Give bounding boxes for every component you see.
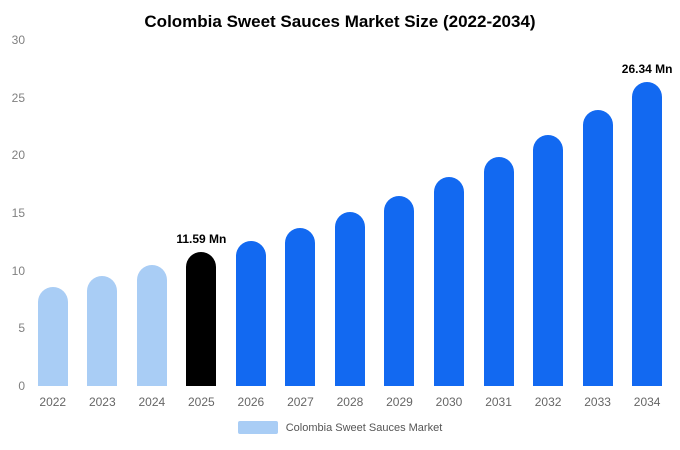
bar-2027 <box>285 228 316 386</box>
bar-zone <box>334 40 365 386</box>
bar-2022 <box>37 286 68 386</box>
legend: Colombia Sweet Sauces Market <box>0 421 680 434</box>
x-tick-label-2026: 2026 <box>237 395 265 409</box>
bar-2026 <box>235 240 266 386</box>
x-tick-label-2028: 2028 <box>336 395 364 409</box>
bar-2023 <box>87 276 118 386</box>
y-tick-label: 20 <box>11 148 25 163</box>
bar-zone <box>483 40 514 386</box>
x-tick-label-2032: 2032 <box>534 395 562 409</box>
legend-swatch <box>237 421 278 434</box>
y-tick-label: 5 <box>18 321 25 336</box>
y-axis: 0 5 10 15 20 25 30 <box>4 33 28 393</box>
bar-column: 11.59 Mn 2025 <box>176 40 226 409</box>
bar-zone <box>285 40 316 386</box>
bar-column: 2032 <box>523 40 573 409</box>
bar-2032 <box>533 134 564 386</box>
bar-zone <box>87 40 118 386</box>
chart-title: Colombia Sweet Sauces Market Size (2022-… <box>144 12 536 31</box>
bar-column: 2031 <box>474 40 524 409</box>
bar-zone <box>384 40 415 386</box>
value-label-2025: 11.59 Mn <box>176 232 227 247</box>
y-tick-label: 10 <box>11 263 25 278</box>
plot-wrapper: 0 5 10 15 20 25 30 2022 2023 2024 11.59 Mn 2025 202… <box>0 33 680 409</box>
bar-2025 <box>186 252 217 386</box>
y-tick-label: 30 <box>11 33 25 47</box>
x-tick-label-2024: 2024 <box>138 395 166 409</box>
bar-column: 2030 <box>424 40 474 409</box>
bar-column: 2028 <box>325 40 375 409</box>
y-tick-label: 0 <box>18 379 25 393</box>
x-tick-label-2033: 2033 <box>584 395 611 409</box>
bar-column: 2024 <box>127 40 177 409</box>
bar-column: 2033 <box>573 40 623 409</box>
bar-column: 2026 <box>226 40 276 409</box>
bar-zone <box>235 40 266 386</box>
bar-zone <box>37 40 68 386</box>
x-tick-label-2022: 2022 <box>39 395 67 409</box>
bar-2024 <box>136 264 167 386</box>
value-label-2034: 26.34 Mn <box>621 62 673 77</box>
bar-column: 2023 <box>78 40 128 409</box>
bar-zone <box>582 40 613 386</box>
legend-label: Colombia Sweet Sauces Market <box>285 421 443 434</box>
bar-2033 <box>582 110 613 386</box>
bar-2028 <box>334 211 365 386</box>
x-tick-label-2034: 2034 <box>633 395 661 409</box>
x-tick-label-2030: 2030 <box>435 395 463 409</box>
x-tick-label-2031: 2031 <box>485 395 512 409</box>
bar-column: 26.34 Mn 2034 <box>622 40 673 409</box>
x-tick-label-2025: 2025 <box>188 395 215 409</box>
x-tick-label-2023: 2023 <box>88 395 116 409</box>
x-tick-label-2029: 2029 <box>386 395 413 409</box>
x-tick-label-2027: 2027 <box>287 395 314 409</box>
bar-zone <box>533 40 564 386</box>
bar-column: 2027 <box>276 40 326 409</box>
y-tick-label: 15 <box>11 206 25 220</box>
plot-area: 2022 2023 2024 11.59 Mn 2025 2026 2027 2028 2029… <box>28 40 673 409</box>
bar-zone: 11.59 Mn <box>176 40 226 386</box>
bar-zone <box>434 40 465 386</box>
bar-2034 <box>632 82 663 386</box>
bar-2031 <box>483 156 514 386</box>
bar-zone <box>136 40 167 386</box>
bar-column: 2022 <box>28 40 78 409</box>
bar-zone: 26.34 Mn <box>622 40 673 386</box>
bar-2030 <box>434 177 465 386</box>
bar-column: 2029 <box>375 40 425 409</box>
bar-2029 <box>384 195 415 386</box>
y-tick-label: 25 <box>11 90 25 105</box>
